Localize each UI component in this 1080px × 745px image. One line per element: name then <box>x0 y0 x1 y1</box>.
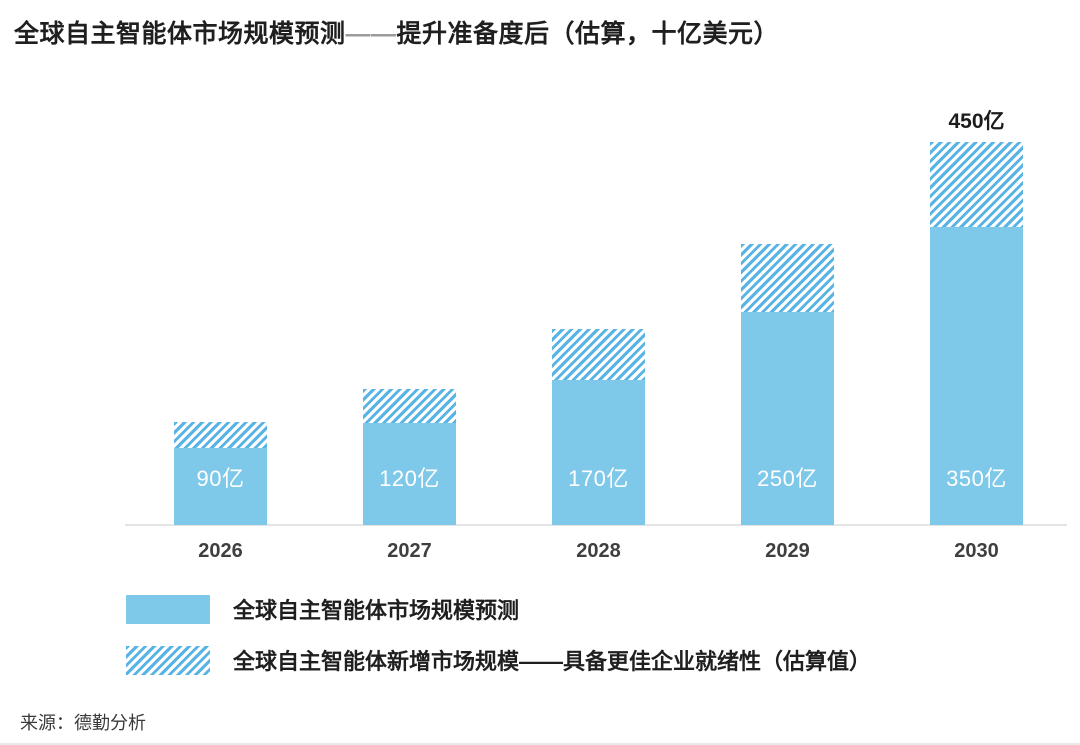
legend: 全球自主智能体市场规模预测 全球自主智能体新增市场规模——具备更佳企业就绪性（估… <box>126 593 871 695</box>
bottom-divider <box>0 743 1080 745</box>
x-tick-label-2028: 2028 <box>576 540 621 562</box>
legend-swatch-hatched <box>126 645 210 675</box>
bar-2027: 120亿 <box>363 389 456 525</box>
legend-swatch-solid <box>126 594 210 624</box>
bar-segment-base-market-2029: 250亿 <box>741 312 834 525</box>
bar-value-label-2030: 350亿 <box>946 466 1007 491</box>
x-tick-label-2026: 2026 <box>198 540 243 562</box>
source-note: 来源：德勤分析 <box>20 713 146 733</box>
bar-2029: 250亿 <box>741 244 834 525</box>
bar-segment-base-market-2026: 90亿 <box>174 448 267 525</box>
bar-2026: 90亿 <box>174 422 267 525</box>
bar-segment-new-market-2030 <box>930 142 1023 227</box>
bar-segment-new-market-2028 <box>552 329 645 380</box>
chart-title-part1: 全球自主智能体市场规模预测 <box>14 20 346 48</box>
legend-item-base-market: 全球自主智能体市场规模预测 <box>126 593 871 625</box>
legend-label: 全球自主智能体市场规模预测 <box>233 598 520 623</box>
chart-title-dash: —— <box>345 20 397 48</box>
bar-2028: 170亿 <box>552 329 645 525</box>
chart-title-part2: 提升准备度后（估算，十亿美元） <box>396 20 780 48</box>
x-tick-label-2030: 2030 <box>954 540 999 562</box>
x-tick-label-2027: 2027 <box>387 540 432 562</box>
bar-segment-base-market-2027: 120亿 <box>363 423 456 525</box>
chart-title: 全球自主智能体市场规模预测——提升准备度后（估算，十亿美元） <box>14 14 779 50</box>
bar-value-label-2029: 250亿 <box>757 466 818 491</box>
x-tick-label-2029: 2029 <box>765 540 810 562</box>
legend-label: 全球自主智能体新增市场规模——具备更佳企业就绪性（估算值） <box>233 649 872 674</box>
bar-segment-base-market-2028: 170亿 <box>552 380 645 525</box>
bar-segment-base-market-2030: 350亿 <box>930 227 1023 525</box>
bar-segment-new-market-2027 <box>363 389 456 423</box>
bar-value-label-2027: 120亿 <box>379 466 440 491</box>
bar-value-label-2028: 170亿 <box>568 466 629 491</box>
bar-2030: 350亿 <box>930 142 1023 525</box>
bar-segment-new-market-2029 <box>741 244 834 312</box>
total-value-label-2030: 450亿 <box>948 110 1005 133</box>
bar-value-label-2026: 90亿 <box>196 466 245 491</box>
x-axis-line <box>125 524 1067 526</box>
bar-segment-new-market-2026 <box>174 422 267 448</box>
legend-item-new-market: 全球自主智能体新增市场规模——具备更佳企业就绪性（估算值） <box>126 644 871 676</box>
